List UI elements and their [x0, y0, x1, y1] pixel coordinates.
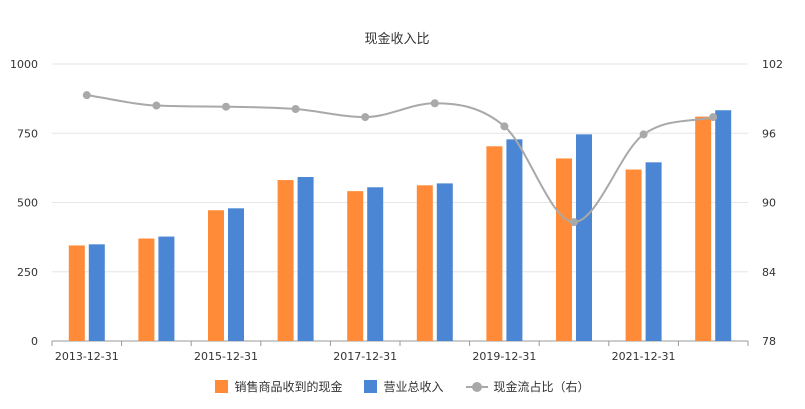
grid-lines	[52, 63, 748, 273]
bar-revenue	[506, 139, 523, 341]
bar-cash	[138, 238, 155, 341]
line-series	[82, 91, 718, 227]
y-left-tick-label: 250	[17, 266, 38, 279]
y-right-tick-label: 96	[762, 127, 776, 140]
bar-cash	[416, 185, 433, 341]
bar-cash	[695, 116, 712, 341]
legend-item-ratio[interactable]: 现金流占比（右）	[465, 378, 590, 395]
x-axis: 2013-12-31 2015-12-31 2017-12-31 2019-12-31…	[51, 340, 749, 363]
y-right-tick-label: 90	[762, 197, 776, 210]
y-right-tick-label: 78	[762, 335, 776, 348]
bar-series	[68, 110, 732, 341]
ratio-point	[639, 130, 648, 139]
legend-label-revenue: 营业总收入	[383, 380, 444, 394]
ratio-point	[500, 122, 509, 131]
bar-revenue	[645, 162, 662, 341]
y-axis-left: 0 250 500 750 1000	[10, 58, 38, 348]
bar-cash	[556, 158, 572, 341]
legend-swatch-ratio	[465, 381, 488, 393]
ratio-point	[361, 113, 370, 122]
y-left-tick-label: 500	[17, 197, 38, 210]
bar-cash	[347, 191, 364, 341]
bar-revenue	[576, 134, 592, 341]
legend-item-revenue[interactable]: 营业总收入	[364, 378, 444, 395]
legend-swatch-cash	[215, 380, 229, 393]
x-tick-label: 2019-12-31	[472, 350, 536, 363]
legend-label-ratio: 现金流占比（右）	[493, 380, 590, 394]
y-left-tick-label: 0	[31, 335, 38, 348]
chart-title: 现金收入比	[364, 31, 429, 47]
x-tick-label: 2013-12-31	[55, 350, 119, 363]
ratio-point	[291, 105, 300, 114]
bar-revenue	[228, 208, 244, 341]
bar-revenue	[158, 236, 175, 341]
y-axis-right: 78 84 90 96 102	[762, 58, 783, 348]
y-right-tick-label: 84	[762, 266, 776, 279]
ratio-point	[82, 91, 91, 100]
legend-swatch-revenue	[364, 380, 378, 393]
y-left-tick-label: 750	[17, 127, 38, 140]
bar-revenue	[436, 183, 453, 341]
legend-label-cash: 销售商品收到的现金	[234, 380, 343, 394]
bar-cash	[277, 180, 294, 341]
bar-cash	[208, 210, 224, 341]
bar-cash	[625, 169, 642, 341]
ratio-point	[222, 102, 230, 111]
bar-cash	[68, 245, 85, 341]
bar-cash	[486, 146, 503, 341]
y-right-tick-label: 102	[762, 58, 783, 71]
x-tick-label: 2017-12-31	[333, 350, 397, 363]
legend-item-cash[interactable]: 销售商品收到的现金	[215, 378, 342, 395]
ratio-point	[430, 99, 439, 108]
bar-revenue	[88, 244, 105, 341]
legend: 销售商品收到的现金 营业总收入 现金流占比（右）	[0, 378, 805, 395]
ratio-point	[570, 218, 578, 227]
bar-revenue	[715, 110, 732, 341]
x-tick-label: 2021-12-31	[612, 350, 676, 363]
bar-revenue	[367, 187, 384, 341]
x-tick-label: 2015-12-31	[194, 350, 258, 363]
y-left-tick-label: 1000	[10, 58, 38, 71]
ratio-line	[86, 94, 714, 224]
ratio-point	[709, 113, 718, 122]
bar-revenue	[297, 177, 314, 341]
ratio-point	[152, 101, 161, 110]
